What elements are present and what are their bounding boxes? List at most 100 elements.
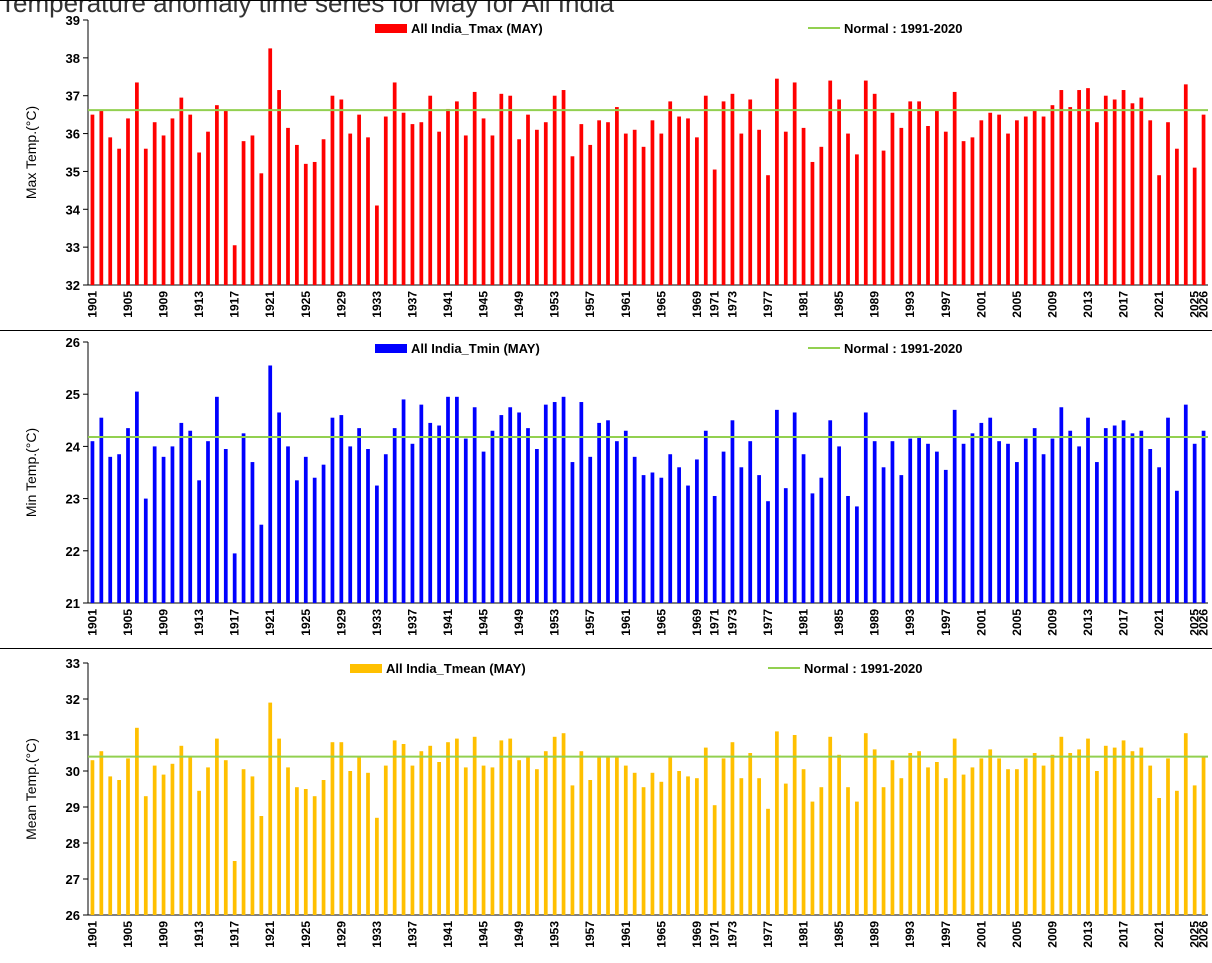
bar-1905 [126, 428, 130, 603]
bar-1992 [899, 778, 904, 915]
y-tick-label: 36 [66, 127, 80, 142]
bar-1914 [206, 441, 210, 603]
x-tick-label-1937: 1937 [405, 291, 419, 318]
bar-1984 [828, 420, 833, 603]
bar-1977 [766, 175, 770, 285]
bar-1929 [339, 742, 344, 915]
bar-1921 [268, 48, 273, 286]
bar-1917 [232, 553, 237, 603]
bar-1988 [863, 412, 868, 603]
bar-1949 [517, 139, 521, 285]
y-tick-label: 32 [66, 278, 80, 293]
bar-2001 [979, 422, 984, 603]
bar-1915 [215, 738, 219, 915]
bar-1989 [872, 749, 877, 915]
bar-1950 [526, 428, 530, 603]
bar-1960 [615, 107, 619, 285]
bar-2005 [1015, 462, 1019, 603]
bar-1905 [126, 758, 130, 915]
bar-1934 [383, 454, 388, 603]
x-tick-label-1985: 1985 [832, 921, 846, 948]
bar-1926 [312, 161, 317, 285]
x-tick-label-1937: 1937 [405, 609, 419, 636]
bar-1969 [695, 778, 699, 915]
bar-2006 [1023, 438, 1028, 603]
bar-1906 [135, 391, 139, 603]
bar-2003 [997, 758, 1001, 915]
bar-2019 [1139, 97, 1144, 285]
bar-1942 [455, 396, 459, 603]
bar-1976 [757, 778, 761, 915]
bar-1959 [606, 420, 610, 603]
bar-1921 [268, 365, 273, 603]
bar-1986 [846, 133, 850, 285]
y-axis-label: Max Temp.(°C) [23, 106, 39, 199]
bar-1926 [312, 477, 317, 603]
bar-2015 [1103, 745, 1108, 915]
bar-1918 [241, 769, 246, 915]
bar-1980 [792, 412, 797, 603]
bar-1930 [348, 771, 353, 915]
bar-2002 [988, 417, 993, 603]
bar-2021 [1157, 175, 1161, 285]
bar-1996 [935, 762, 939, 915]
bar-1951 [535, 129, 539, 285]
bar-1918 [241, 141, 246, 285]
bar-1913 [197, 152, 201, 285]
legend-swatch-bars [350, 664, 382, 673]
x-tick-label-2013: 2013 [1081, 291, 1095, 318]
bar-1983 [819, 146, 824, 285]
bar-1965 [659, 781, 664, 915]
bar-1995 [926, 443, 930, 603]
bar-1931 [357, 756, 361, 915]
y-tick-label: 35 [66, 164, 80, 179]
bar-1953 [552, 95, 557, 285]
bar-1944 [472, 407, 477, 603]
x-tick-label-1965: 1965 [654, 291, 668, 318]
x-tick-label-1993: 1993 [903, 609, 917, 636]
bar-1917 [232, 245, 237, 285]
bar-1952 [543, 404, 548, 603]
bar-2011 [1068, 430, 1073, 603]
bar-2021 [1157, 798, 1161, 915]
x-tick-label-1905: 1905 [121, 291, 135, 318]
x-tick-label-1941: 1941 [441, 609, 455, 636]
x-tick-label-1953: 1953 [548, 609, 562, 636]
bar-2001 [979, 120, 984, 285]
bar-1907 [143, 148, 148, 285]
bar-1980 [792, 735, 797, 915]
x-tick-label-1921: 1921 [263, 291, 277, 318]
x-tick-label-1961: 1961 [619, 921, 633, 948]
bar-1955 [570, 156, 575, 285]
bar-2026 [1201, 430, 1206, 603]
bar-2009 [1050, 754, 1055, 915]
bar-1972 [721, 758, 726, 915]
bar-1953 [552, 402, 557, 603]
x-tick-label-2013: 2013 [1081, 921, 1095, 948]
bar-1939 [428, 745, 433, 915]
bar-1987 [855, 506, 859, 603]
x-tick-label-2005: 2005 [1010, 291, 1024, 318]
bar-2014 [1095, 462, 1099, 603]
x-tick-label-1933: 1933 [370, 609, 384, 636]
bar-1928 [330, 95, 335, 285]
bar-1941 [446, 108, 450, 285]
bar-1975 [748, 99, 753, 285]
bar-1990 [881, 787, 886, 915]
bar-1954 [561, 396, 566, 603]
y-tick-label: 21 [66, 596, 80, 611]
bar-2002 [988, 112, 993, 285]
bar-2001 [979, 758, 984, 915]
bar-1924 [295, 144, 299, 285]
x-tick-label-1909: 1909 [157, 921, 171, 948]
bar-1985 [837, 754, 841, 915]
bar-1915 [215, 105, 219, 285]
bar-1988 [863, 733, 868, 915]
bar-1945 [481, 765, 486, 915]
bar-1950 [526, 756, 530, 915]
bar-1932 [366, 772, 370, 915]
tmean-chart: 26 27 28 29 30 31 32 33 Mean Temp.(°C) 1901 1905 19… [0, 648, 1212, 948]
bar-1901 [90, 760, 95, 915]
panel-tmean: 26 27 28 29 30 31 32 33 Mean Temp.(°C) 1901 1905 19… [0, 648, 1212, 963]
bar-1927 [321, 139, 326, 285]
